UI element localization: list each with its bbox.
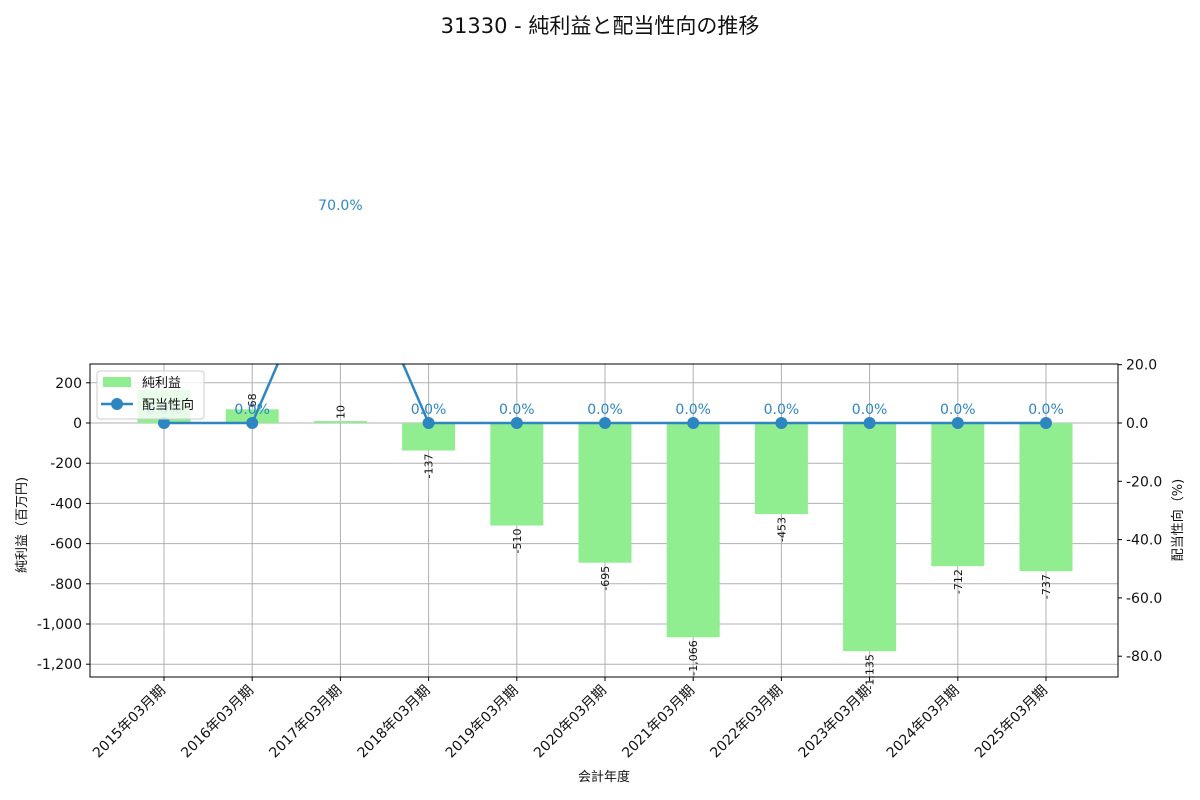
svg-text:-137: -137	[423, 454, 436, 479]
line-marker	[951, 417, 964, 429]
line-marker	[1040, 417, 1052, 429]
bar	[931, 423, 985, 567]
svg-text:-600: -600	[50, 537, 82, 553]
legend-payout-ratio: 配当性向	[142, 397, 194, 413]
line-marker	[775, 417, 788, 429]
line-marker	[863, 417, 876, 429]
plot-frame	[89, 363, 1119, 678]
svg-text:-1,066: -1,066	[687, 640, 700, 675]
chart-title: 31330 - 純利益と配当性向の推移	[441, 14, 760, 38]
svg-text:-695: -695	[599, 566, 612, 591]
bar	[843, 423, 897, 652]
svg-text:-510: -510	[511, 529, 524, 554]
svg-text:-453: -453	[775, 517, 788, 542]
svg-text:0.0%: 0.0%	[764, 402, 800, 418]
svg-text:2024年03月期: 2024年03月期	[884, 683, 963, 762]
svg-text:0.0: 0.0	[1126, 416, 1148, 432]
y-left-label: 純利益（百万円)	[15, 477, 30, 573]
bar	[225, 409, 279, 423]
bar-labels: 68 10 -137 -510 -695 -1,066 -453 -1,135 -712 -737	[246, 393, 1053, 689]
legend-net-income: 純利益	[142, 376, 181, 391]
svg-text:-712: -712	[952, 569, 965, 594]
svg-text:0: 0	[73, 416, 82, 432]
x-axis: 2015年03月期 2016年03月期 2017年03月期 2018年03月期 2019…	[90, 677, 1051, 761]
svg-text:0.0%: 0.0%	[675, 402, 711, 418]
legend-bar-swatch	[103, 377, 131, 387]
svg-text:0.0%: 0.0%	[940, 402, 976, 418]
line-marker	[599, 417, 611, 429]
bar	[754, 423, 808, 515]
svg-text:-1,200: -1,200	[37, 657, 82, 673]
right-axis: 20.0 0.0 -20.0 -40.0 -60.0 -80.0	[1118, 358, 1162, 665]
bar	[313, 420, 367, 423]
bars	[137, 389, 1073, 652]
svg-text:2018年03月期: 2018年03月期	[355, 683, 434, 762]
line-marker	[510, 417, 523, 429]
legend-line-marker	[111, 398, 123, 410]
svg-text:0.0%: 0.0%	[852, 402, 888, 418]
svg-text:10: 10	[334, 405, 347, 419]
svg-text:2019年03月期: 2019年03月期	[443, 683, 522, 762]
svg-text:2020年03月期: 2020年03月期	[531, 683, 610, 762]
legend: 純利益 配当性向	[96, 370, 205, 420]
svg-text:2023年03月期: 2023年03月期	[796, 683, 875, 762]
svg-text:2021年03月期: 2021年03月期	[619, 683, 698, 762]
svg-text:0.0%: 0.0%	[587, 402, 623, 418]
svg-text:2017年03月期: 2017年03月期	[266, 683, 345, 762]
svg-text:2016年03月期: 2016年03月期	[178, 683, 257, 762]
svg-text:-80.0: -80.0	[1126, 649, 1162, 665]
line-marker	[687, 417, 700, 429]
svg-text:-60.0: -60.0	[1126, 591, 1162, 607]
svg-text:0.0%: 0.0%	[234, 402, 270, 418]
svg-text:20.0: 20.0	[1126, 358, 1157, 374]
svg-text:2025年03月期: 2025年03月期	[972, 683, 1051, 762]
left-axis: 200 0 -200 -400 -600 -800 -1,000 -1,200	[37, 376, 90, 673]
svg-text:68: 68	[246, 393, 259, 407]
svg-text:-400: -400	[50, 496, 82, 512]
svg-text:0.0%: 0.0%	[411, 402, 447, 418]
x-axis-label: 会計年度	[578, 769, 630, 785]
bar	[578, 423, 632, 563]
svg-text:0.0%: 0.0%	[1028, 402, 1064, 418]
y-right-label: 配当性向（%)	[1170, 479, 1186, 561]
svg-text:2015年03月期: 2015年03月期	[90, 683, 169, 762]
svg-text:-40.0: -40.0	[1126, 533, 1162, 549]
svg-text:-20.0: -20.0	[1126, 474, 1162, 490]
svg-text:-737: -737	[1040, 574, 1053, 599]
bar	[666, 423, 720, 638]
line-marker	[422, 417, 435, 429]
svg-text:2022年03月期: 2022年03月期	[707, 683, 786, 762]
line-marker	[246, 417, 259, 429]
svg-text:-1,000: -1,000	[37, 617, 82, 633]
svg-text:-1,135: -1,135	[864, 654, 877, 689]
svg-text:200: 200	[55, 376, 82, 392]
line-marker	[158, 417, 170, 429]
svg-text:0.0%: 0.0%	[499, 402, 535, 418]
svg-text:-200: -200	[50, 456, 82, 472]
svg-text:-800: -800	[50, 577, 82, 593]
bar	[1019, 423, 1073, 572]
svg-text:70.0%: 70.0%	[318, 198, 362, 214]
bar	[490, 423, 544, 526]
